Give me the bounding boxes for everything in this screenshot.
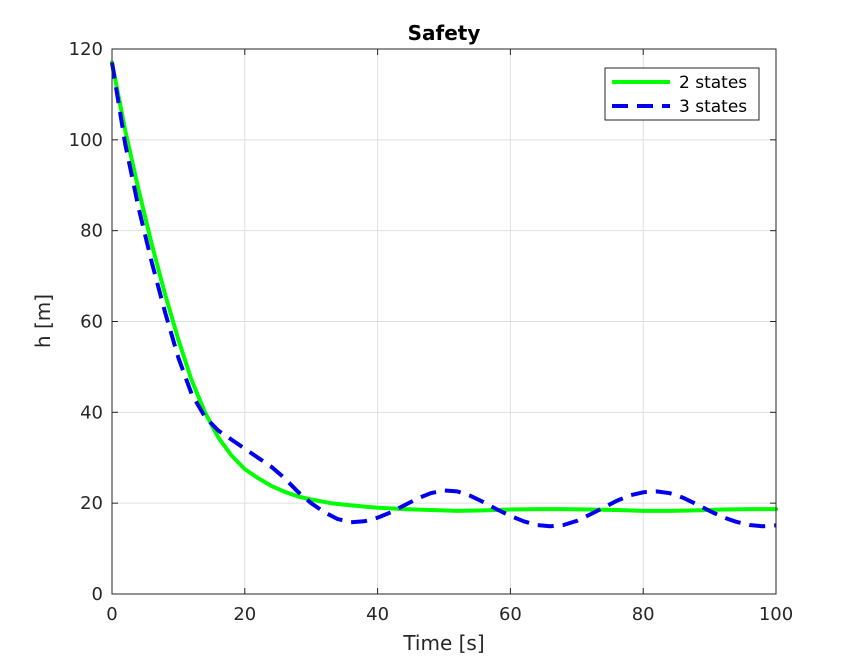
series-line-3-states (110, 62, 777, 529)
x-tick-label: 20 (233, 604, 256, 625)
y-axis-label: h [m] (31, 294, 55, 348)
tick-labels: 0 20 40 60 80 100 0 20 40 60 80 100 120 (69, 39, 794, 625)
y-tick-label: 20 (80, 493, 103, 514)
x-tick-label: 60 (499, 604, 522, 625)
x-tick-label: 80 (632, 604, 655, 625)
series-group (110, 60, 778, 529)
y-tick-label: 80 (80, 221, 103, 242)
y-tick-label: 120 (69, 39, 103, 60)
legend-box (604, 67, 760, 121)
x-tick-label: 40 (366, 604, 389, 625)
x-axis-label: Time [s] (402, 631, 484, 655)
chart-title: Safety (408, 21, 481, 45)
x-tick-label: 100 (759, 604, 793, 625)
ticks (111, 48, 777, 595)
y-tick-label: 100 (69, 130, 103, 151)
y-tick-label: 60 (80, 312, 103, 333)
x-tick-label: 0 (106, 604, 117, 625)
series-line-2-states (110, 60, 778, 513)
y-tick-label: 40 (80, 402, 103, 423)
legend-label-2-states: 2 states (679, 73, 747, 93)
legend-label-3-states: 3 states (679, 97, 747, 117)
y-tick-label: 0 (92, 584, 103, 605)
legend: 2 states 3 states (604, 67, 760, 121)
